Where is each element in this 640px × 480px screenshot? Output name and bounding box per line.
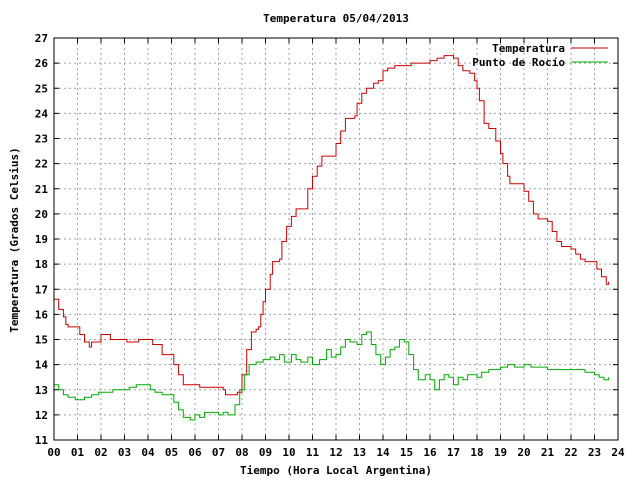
y-tick-label: 12 bbox=[35, 409, 48, 422]
y-tick-label: 14 bbox=[35, 359, 49, 372]
y-tick-label: 17 bbox=[35, 283, 48, 296]
y-tick-label: 21 bbox=[35, 183, 49, 196]
x-tick-label: 19 bbox=[494, 446, 507, 459]
y-tick-label: 26 bbox=[35, 57, 49, 70]
y-tick-label: 22 bbox=[35, 158, 48, 171]
x-tick-label: 06 bbox=[188, 446, 202, 459]
x-tick-label: 17 bbox=[447, 446, 460, 459]
x-tick-label: 08 bbox=[235, 446, 248, 459]
axis-ticks: 00 01 02 03 04 05 06 07 08 09 10 11 12 13 14 15 16 17 18 19… bbox=[35, 32, 625, 459]
y-tick-label: 23 bbox=[35, 133, 48, 146]
y-tick-label: 19 bbox=[35, 233, 48, 246]
y-axis-label: Temperatura (Grados Celsius) bbox=[8, 147, 21, 332]
legend-label: Temperatura bbox=[492, 42, 565, 55]
y-tick-label: 15 bbox=[35, 334, 48, 347]
y-tick-label: 20 bbox=[35, 208, 48, 221]
x-tick-label: 07 bbox=[212, 446, 225, 459]
x-tick-label: 09 bbox=[259, 446, 272, 459]
x-tick-label: 15 bbox=[400, 446, 413, 459]
x-tick-label: 22 bbox=[564, 446, 577, 459]
x-tick-label: 20 bbox=[517, 446, 530, 459]
series-line-0 bbox=[54, 55, 610, 396]
y-tick-label: 27 bbox=[35, 32, 48, 45]
x-tick-label: 18 bbox=[470, 446, 483, 459]
x-tick-label: 05 bbox=[165, 446, 178, 459]
y-tick-label: 13 bbox=[35, 384, 48, 397]
chart-title: Temperatura 05/04/2013 bbox=[263, 12, 409, 25]
x-tick-label: 10 bbox=[282, 446, 295, 459]
y-tick-label: 24 bbox=[35, 107, 49, 120]
x-tick-label: 16 bbox=[423, 446, 437, 459]
x-tick-label: 03 bbox=[118, 446, 131, 459]
x-tick-label: 00 bbox=[47, 446, 60, 459]
x-tick-label: 11 bbox=[306, 446, 320, 459]
x-tick-label: 12 bbox=[329, 446, 342, 459]
legend-label: Punto de Rocío bbox=[472, 56, 565, 69]
series-lines bbox=[54, 55, 610, 421]
grid bbox=[54, 38, 618, 440]
x-axis-label: Tiempo (Hora Local Argentina) bbox=[240, 464, 432, 477]
x-tick-label: 14 bbox=[376, 446, 390, 459]
y-tick-label: 11 bbox=[35, 434, 49, 447]
x-tick-label: 24 bbox=[611, 446, 625, 459]
x-tick-label: 02 bbox=[94, 446, 107, 459]
series-line-1 bbox=[54, 331, 610, 421]
y-tick-label: 16 bbox=[35, 308, 49, 321]
x-tick-label: 13 bbox=[353, 446, 366, 459]
plot-frame bbox=[53, 37, 619, 441]
x-tick-label: 01 bbox=[71, 446, 85, 459]
y-tick-label: 25 bbox=[35, 82, 48, 95]
x-tick-label: 21 bbox=[541, 446, 555, 459]
x-tick-label: 23 bbox=[588, 446, 601, 459]
x-tick-label: 04 bbox=[141, 446, 155, 459]
y-tick-label: 18 bbox=[35, 258, 48, 271]
